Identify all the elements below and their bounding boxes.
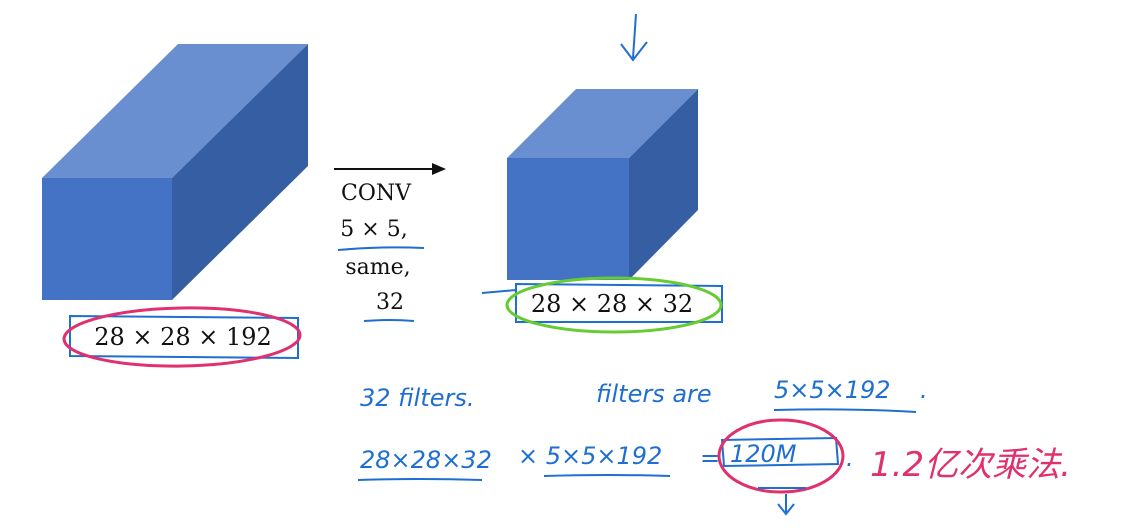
note-equals: = [700,444,720,472]
input-cube-top [42,44,308,178]
conv-filter-size-underline [337,246,425,251]
note-filter-shape-underline [773,408,917,413]
note-result-box [720,436,840,468]
conv-arrow [334,163,446,175]
note-times-term: × 5×5×192 [518,442,662,470]
output-cube-top [507,89,698,158]
output-cube-front [507,158,629,280]
output-label-blue-underline-left [481,289,517,294]
input-volume-label: 28 × 28 × 192 [94,323,272,351]
note-output-term: 28×28×32 [360,446,492,474]
note-output-term-underline [357,478,483,481]
arrow-right-icon-head [432,163,446,175]
note-chinese: 1.2亿次乘法. [870,445,1071,485]
conv-num-filters-underline [363,319,415,322]
output-label-blue-box [515,282,723,323]
note-times-term-underline [543,474,671,477]
conv-padding: same, [345,255,410,280]
note-filter-shape-end: . [920,376,928,404]
output-cube-side [629,89,698,280]
input-label-pink-circle [62,306,302,368]
note-filter-shape-prefix: filters are [596,380,712,408]
arrow-down-icon [777,494,795,516]
input-cube-front [42,178,172,300]
input-volume-label-group: 28 × 28 × 192 [62,306,302,368]
output-volume-label-group: 28 × 28 × 32 [481,276,723,334]
conv-num-filters: 32 [376,290,404,315]
conv-filter-size: 5 × 5, [340,217,407,242]
note-result-end: . [846,444,854,472]
notes-line-1: 32 filters. filters are 5×5×192 . [360,376,928,413]
note-filter-shape: 5×5×192 [774,376,891,404]
note-result: 120M [730,440,797,468]
conv-op-label: CONV [341,181,412,206]
notes-line-2: 28×28×32 × 5×5×192 = 120M . 1.2亿次乘法. [357,418,1071,516]
note-result-pink-circle [717,418,845,494]
output-volume-cube [507,89,698,280]
output-volume-label: 28 × 28 × 32 [531,290,693,318]
input-cube-side [172,44,308,300]
note-filters-count: 32 filters. [360,384,475,412]
input-volume-cube [42,44,308,300]
arrow-down-icon [620,13,648,62]
input-label-blue-box [69,314,299,360]
output-label-green-circle [505,276,723,334]
conv-parameters: CONV 5 × 5, same, 32 [337,181,425,322]
